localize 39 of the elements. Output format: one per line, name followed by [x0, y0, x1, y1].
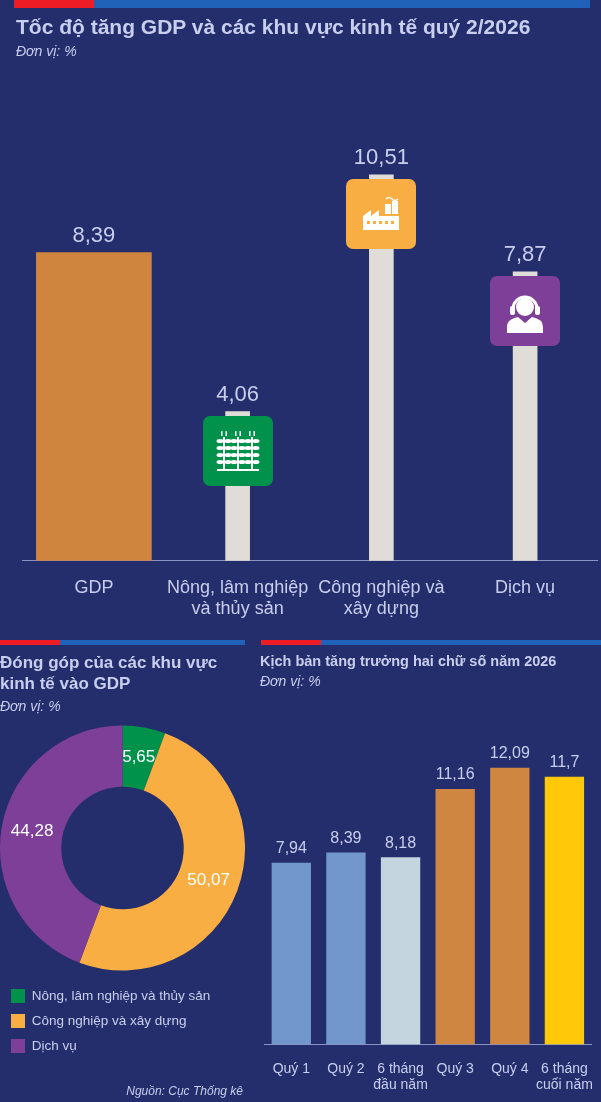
bar — [544, 776, 585, 1045]
data-label: 7,87 — [503, 240, 547, 266]
chart-subtitle: Đơn vị: % — [0, 697, 62, 714]
data-label: 12,09 — [489, 744, 530, 762]
chart-title: Kịch bản tăng trưởng hai chữ số năm 2026 — [260, 652, 558, 671]
x-tick-label: Dịch vụ — [495, 576, 556, 597]
data-label: 10,51 — [353, 143, 409, 169]
x-tick-label: Nông, lâm nghiệp và thủy sản — [167, 576, 309, 619]
data-label: 11,16 — [435, 765, 475, 783]
data-label: 5,65 — [122, 747, 156, 767]
bar — [435, 789, 475, 1045]
x-tick-label: GDP — [74, 576, 114, 597]
chart-subtitle: Đơn vị: % — [260, 673, 322, 690]
bar — [271, 862, 311, 1045]
x-tick-label: Quý 1 — [272, 1059, 311, 1076]
text: Nguồn: Cục Thống kê — [126, 1084, 243, 1098]
legend-label: Dịch vụ — [31, 1037, 77, 1053]
data-label: 44,28 — [10, 821, 54, 841]
data-label: 8,18 — [384, 833, 417, 851]
x-tick-label: 6 tháng cuối năm — [536, 1059, 593, 1093]
data-label: 11,7 — [549, 753, 580, 771]
chart-subtitle: Đơn vị: % — [16, 43, 78, 60]
x-tick-label: Quý 3 — [436, 1059, 475, 1076]
chart-title: Tốc độ tăng GDP và các khu vực kinh tế quý 2/2026 — [16, 14, 532, 40]
bar — [380, 857, 421, 1045]
x-tick-label: Công nghiệp và xây dựng — [318, 576, 446, 619]
x-tick-label: Quý 4 — [491, 1059, 529, 1076]
data-label: 8,39 — [72, 221, 116, 247]
data-label: 8,39 — [330, 828, 362, 846]
data-label: 4,06 — [216, 380, 260, 406]
x-tick-label: 6 tháng đầu năm — [373, 1059, 428, 1093]
bar — [490, 767, 530, 1045]
legend-label: Nông, lâm nghiệp và thủy sản — [31, 987, 211, 1003]
bar — [326, 852, 366, 1045]
legend-label: Công nghiệp và xây dựng — [31, 1012, 187, 1028]
data-label: 50,07 — [187, 869, 230, 889]
chart-title: Đóng góp của các khu vực kinh tế vào GDP — [0, 652, 219, 695]
data-label: 7,94 — [275, 839, 307, 857]
x-tick-label: Quý 2 — [327, 1059, 365, 1076]
